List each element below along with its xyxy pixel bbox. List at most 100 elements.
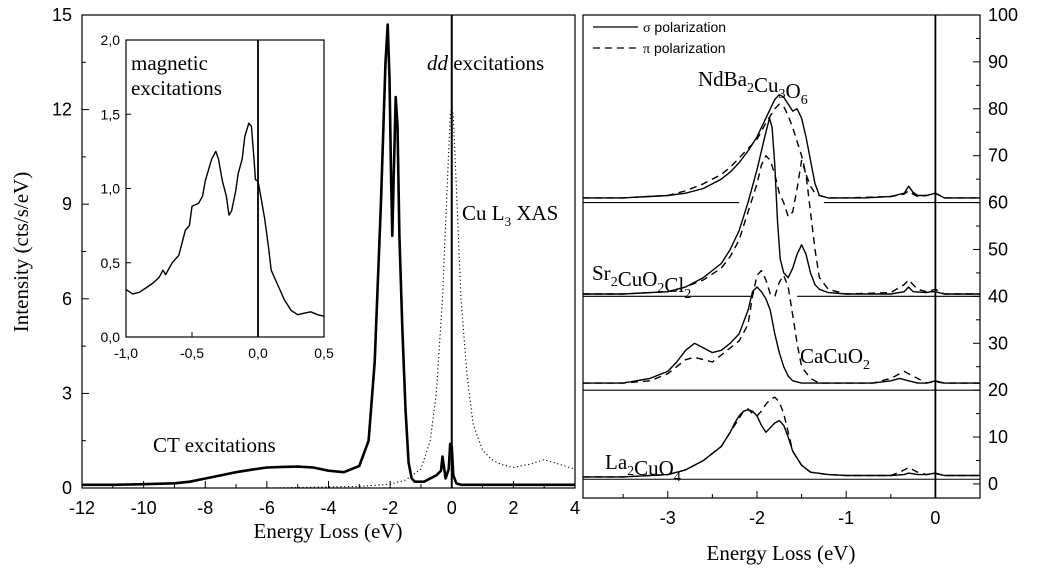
right-x-tick-label: 0	[930, 508, 940, 528]
la2cuo4-label: La2CuO4	[605, 450, 681, 485]
formula-element-text: CuO	[618, 267, 658, 291]
left-x-tick-label: -12	[69, 498, 95, 518]
right-y-tick-label: 20	[988, 380, 1008, 400]
left-y-tick-label: 6	[62, 289, 72, 309]
dd-italic-text: dd	[427, 51, 449, 75]
right-y-tick-label: 80	[988, 99, 1008, 119]
formula-subscript: 3	[779, 87, 786, 102]
left-plot-lines	[82, 15, 576, 489]
right-x-axis-label: Energy Loss (eV)	[707, 541, 856, 565]
left-x-tick-label: 2	[508, 498, 518, 518]
right-y-tick-label: 0	[988, 474, 998, 494]
right-series-line-6	[583, 409, 980, 478]
ct-excitations-label: CT excitations	[153, 433, 276, 457]
formula-subscript: 2	[747, 81, 754, 96]
inset-y-tick-label: 0,0	[101, 329, 121, 345]
cu-xas-main-text: Cu L	[462, 201, 505, 225]
left-x-tick-label: -10	[131, 498, 157, 518]
left-x-tick-label: -8	[197, 498, 213, 518]
right-y-tick-label: 40	[988, 286, 1008, 306]
left-y-axis-label: Intensity (cts/s/eV)	[9, 172, 33, 332]
legend-pi-label: π polarization	[643, 40, 726, 57]
right-y-tick-label: 100	[988, 5, 1018, 25]
left-y-tick-label: 3	[62, 383, 72, 403]
left-x-tick-label: 4	[570, 498, 580, 518]
cu-xas-label: Cu L3 XAS	[462, 201, 558, 229]
left-y-tick-label: 12	[52, 100, 72, 120]
formula-subscript: 2	[863, 358, 870, 373]
formula-element-text: Ba	[724, 67, 748, 91]
left-y-tick-label: 9	[62, 194, 72, 214]
dd-rest-text: excitations	[448, 51, 544, 75]
right-x-tick-label: -3	[660, 508, 676, 528]
right-series-line-1	[583, 103, 980, 199]
formula-subscript: 2	[627, 464, 634, 479]
formula-subscript: 2	[684, 287, 691, 302]
cu-xas-subscript: 3	[505, 214, 512, 229]
left-axis-ticks: -12 -10 -8 -6 -4 -2 0 2 4 0 3 6 9 12 15	[52, 5, 580, 518]
inset-panel: -1,0 -0,5 0,0 0,5 0,0 0,5 1,0 1,5 2,0 magnetic e…	[101, 32, 334, 361]
right-y-tick-label: 30	[988, 333, 1008, 353]
right-series-line-2	[583, 117, 980, 295]
inset-x-tick-label: -1,0	[114, 345, 138, 361]
right-series-line-0	[583, 93, 980, 199]
inset-y-tick-label: 1,5	[101, 106, 121, 122]
formula-element-text: Sr	[592, 261, 611, 285]
ndba2cu3o6-label: NdBa2Cu3O6	[698, 67, 808, 108]
formula-element-text: CuO	[634, 456, 674, 480]
right-plot-frame	[582, 14, 981, 499]
right-y-tick-label: 90	[988, 52, 1008, 72]
left-series-line-1	[82, 105, 576, 489]
right-axis-ticks: -3 -2 -1 0 0 10 20 30 40 50 60 70 80 90 100	[622, 5, 1018, 528]
sr2cuo2cl2-label: Sr2CuO2Cl2	[592, 261, 691, 302]
inset-x-tick-label: 0,0	[248, 345, 268, 361]
left-x-tick-label: 0	[447, 498, 457, 518]
right-y-tick-label: 10	[988, 427, 1008, 447]
magnetic-label-line1: magnetic	[131, 51, 208, 75]
left-x-tick-label: -2	[382, 498, 398, 518]
inset-y-tick-label: 2,0	[101, 32, 121, 48]
cacuo2-label: CaCuO2	[800, 344, 870, 373]
left-x-tick-label: -4	[320, 498, 336, 518]
legend-pi-symbol: π	[643, 42, 650, 57]
left-series-line-0	[82, 23, 575, 487]
formula-subscript: 4	[674, 470, 681, 485]
dd-excitations-label: dd excitations	[427, 51, 544, 75]
left-y-tick-label: 0	[62, 478, 72, 498]
legend: σ polarization π polarization	[593, 19, 726, 57]
formula-element-text: Nd	[698, 67, 724, 91]
left-y-tick-label: 15	[52, 5, 72, 25]
right-x-tick-label: -2	[749, 508, 765, 528]
legend-sigma-symbol: σ	[643, 21, 651, 36]
inset-plot-lines	[125, 40, 325, 337]
legend-pi-text: polarization	[650, 40, 726, 56]
inset-x-tick-label: 0,5	[314, 345, 334, 361]
right-panel: -3 -2 -1 0 0 10 20 30 40 50 60 70 80 90 100 Energy Los…	[582, 5, 1018, 565]
right-y-tick-label: 70	[988, 146, 1008, 166]
inset-y-tick-label: 1,0	[101, 181, 121, 197]
formula-element-text: Cu	[754, 73, 779, 97]
legend-sigma-label: σ polarization	[643, 19, 726, 36]
inset-axis-ticks: -1,0 -0,5 0,0 0,5 0,0 0,5 1,0 1,5 2,0	[101, 32, 334, 361]
formula-element-text: La	[605, 450, 628, 474]
formula-subscript: 2	[657, 281, 664, 296]
left-x-axis-label: Energy Loss (eV)	[254, 519, 403, 543]
legend-sigma-text: polarization	[651, 19, 727, 35]
formula-subscript: 6	[801, 93, 808, 108]
right-series-line-4	[583, 286, 980, 384]
left-x-tick-label: -6	[259, 498, 275, 518]
right-x-tick-label: -1	[838, 508, 854, 528]
right-series-line-7	[583, 396, 980, 478]
cu-xas-rest-text: XAS	[511, 201, 558, 225]
inset-x-tick-label: -0,5	[180, 345, 204, 361]
formula-element-text: Cl	[664, 273, 684, 297]
formula-element-text: O	[786, 79, 801, 103]
left-panel: -12 -10 -8 -6 -4 -2 0 2 4 0 3 6 9 12 15 Energy Loss (e…	[9, 5, 580, 543]
inset-series-line-0	[125, 122, 325, 317]
formula-subscript: 2	[611, 275, 618, 290]
right-y-tick-label: 60	[988, 193, 1008, 213]
right-series-line-3	[583, 154, 980, 295]
magnetic-label-line2: excitations	[131, 76, 222, 100]
inset-y-tick-label: 0,5	[101, 255, 121, 271]
